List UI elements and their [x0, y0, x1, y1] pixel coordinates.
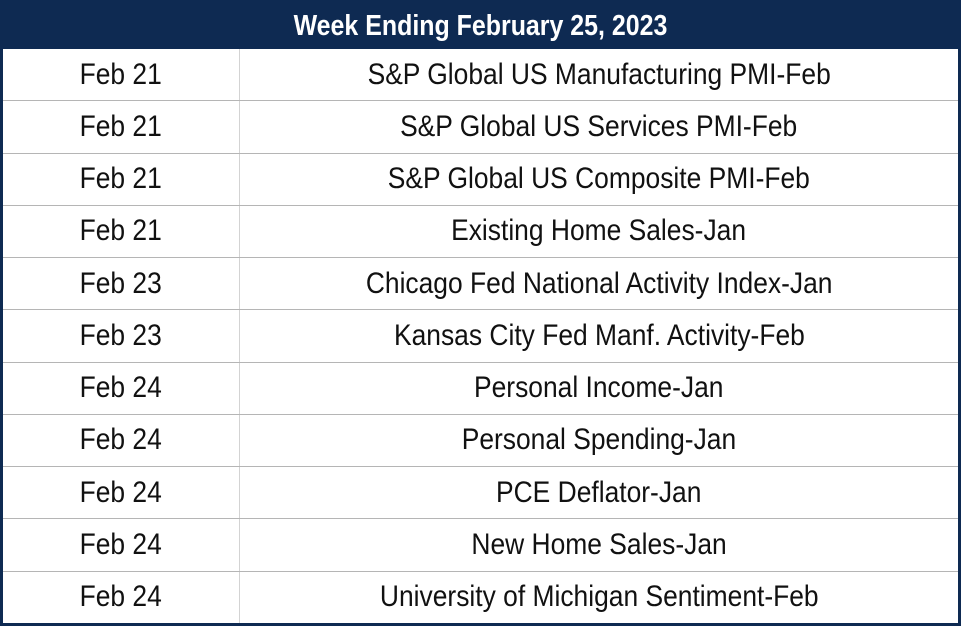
table-row: Feb 21 Existing Home Sales-Jan: [3, 204, 958, 258]
date-text: Feb 23: [79, 266, 163, 300]
event-cell: New Home Sales-Jan: [240, 519, 958, 570]
event-cell: Personal Spending-Jan: [240, 415, 958, 466]
date-cell: Feb 21: [3, 49, 240, 101]
table-row: Feb 24 New Home Sales-Jan: [3, 518, 958, 571]
event-text: Kansas City Fed Manf. Activity-Feb: [393, 318, 805, 352]
date-cell: Feb 24: [3, 362, 240, 414]
event-cell: S&P Global US Composite PMI-Feb: [240, 154, 958, 205]
table-row: Feb 23 Chicago Fed National Activity Ind…: [3, 257, 958, 310]
event-cell: Kansas City Fed Manf. Activity-Feb: [240, 310, 958, 361]
date-text: Feb 24: [79, 580, 163, 614]
date-cell: Feb 24: [3, 467, 240, 519]
event-text: Existing Home Sales-Jan: [451, 214, 747, 248]
date-text: Feb 24: [79, 371, 163, 405]
event-cell: Existing Home Sales-Jan: [240, 206, 958, 257]
event-cell: Chicago Fed National Activity Index-Jan: [240, 258, 958, 309]
event-cell: Personal Income-Jan: [240, 363, 958, 414]
event-cell: University of Michigan Sentiment-Feb: [240, 572, 958, 623]
date-text: Feb 21: [79, 57, 163, 91]
table-row: Feb 24 PCE Deflator-Jan: [3, 466, 958, 519]
event-text: S&P Global US Services PMI-Feb: [400, 109, 798, 143]
date-cell: Feb 24: [3, 414, 240, 467]
table-row: Feb 23 Kansas City Fed Manf. Activity-Fe…: [3, 309, 958, 362]
table-row: Feb 21 S&P Global US Manufacturing PMI-F…: [3, 49, 958, 101]
table-row: Feb 24 Personal Income-Jan: [3, 361, 958, 414]
date-cell: Feb 23: [3, 258, 240, 310]
table-row: Feb 21 S&P Global US Services PMI-Feb: [3, 100, 958, 153]
event-text: New Home Sales-Jan: [471, 528, 727, 562]
date-cell: Feb 21: [3, 205, 240, 258]
event-cell: S&P Global US Services PMI-Feb: [240, 101, 958, 152]
event-text: University of Michigan Sentiment-Feb: [379, 580, 819, 614]
date-text: Feb 23: [79, 318, 163, 352]
event-text: PCE Deflator-Jan: [496, 475, 702, 509]
date-text: Feb 21: [79, 162, 163, 196]
date-cell: Feb 21: [3, 101, 240, 153]
date-text: Feb 24: [79, 423, 163, 457]
event-text: Personal Spending-Jan: [461, 423, 737, 457]
date-cell: Feb 24: [3, 519, 240, 571]
event-cell: PCE Deflator-Jan: [240, 467, 958, 518]
date-cell: Feb 23: [3, 310, 240, 362]
date-text: Feb 21: [79, 214, 163, 248]
date-cell: Feb 21: [3, 153, 240, 205]
date-text: Feb 21: [79, 109, 163, 143]
date-cell: Feb 24: [3, 571, 240, 623]
event-text: Chicago Fed National Activity Index-Jan: [365, 266, 833, 300]
table-row: Feb 21 S&P Global US Composite PMI-Feb: [3, 152, 958, 205]
event-text: S&P Global US Composite PMI-Feb: [387, 162, 811, 196]
date-text: Feb 24: [79, 528, 163, 562]
event-text: S&P Global US Manufacturing PMI-Feb: [367, 57, 831, 91]
table-title: Week Ending February 25, 2023: [293, 9, 668, 42]
date-text: Feb 24: [79, 475, 163, 509]
economic-calendar-table: Feb 21 S&P Global US Manufacturing PMI-F…: [3, 49, 958, 623]
event-text: Personal Income-Jan: [474, 371, 724, 405]
table-row: Feb 24 University of Michigan Sentiment-…: [3, 570, 958, 623]
table-row: Feb 24 Personal Spending-Jan: [3, 413, 958, 467]
event-cell: S&P Global US Manufacturing PMI-Feb: [240, 49, 958, 100]
